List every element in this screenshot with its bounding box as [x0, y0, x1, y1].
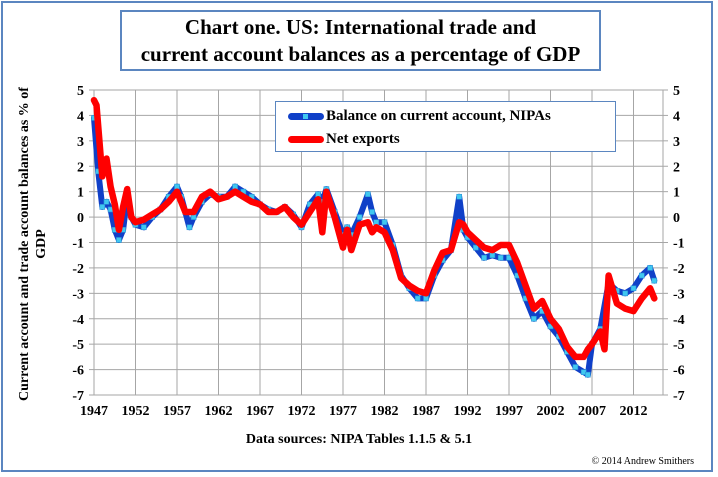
x-tick-label: 1977	[329, 404, 357, 419]
data-point-current-account	[232, 183, 238, 190]
y-tick-label-left: 4	[77, 109, 84, 124]
data-point-current-account	[651, 277, 658, 284]
y-tick-label-left: -3	[72, 287, 84, 302]
legend-swatch-net-exports	[288, 135, 324, 143]
data-point-current-account	[622, 290, 629, 297]
series-markers-current-account	[91, 115, 658, 378]
y-tick-label-right: 4	[673, 109, 680, 124]
series-line-net-exports	[90, 96, 658, 361]
x-tick-label: 1997	[495, 404, 523, 419]
chart-legend: Balance on current account, NIPAs Net ex…	[275, 101, 616, 152]
data-point-current-account	[585, 371, 591, 378]
x-tick-label: 1967	[246, 404, 274, 419]
chart-title: Chart one. US: International trade and c…	[120, 10, 601, 71]
y-axis-label-line-2: GDP	[34, 229, 49, 259]
data-point-current-account	[103, 199, 110, 205]
y-tick-label-right: 1	[673, 186, 680, 201]
y-tick-label-right: -3	[673, 287, 685, 302]
data-point-current-account	[456, 193, 463, 200]
y-tick-label-left: -6	[72, 364, 84, 379]
legend-swatch-current-account	[288, 112, 324, 120]
legend-label-net-exports: Net exports	[326, 130, 400, 147]
data-point-current-account	[315, 191, 321, 198]
data-point-current-account	[381, 219, 388, 225]
data-point-current-account	[116, 237, 122, 243]
x-tick-label: 1992	[454, 404, 482, 419]
x-tick-label: 1947	[80, 404, 108, 419]
x-tick-label: 1962	[205, 404, 233, 419]
x-tick-label: 1982	[371, 404, 399, 419]
y-tick-label-right: -1	[673, 237, 685, 252]
x-tick-label: 1952	[122, 404, 150, 419]
data-point-current-account	[186, 224, 193, 231]
data-point-current-account	[369, 209, 375, 215]
data-point-current-account	[489, 252, 496, 259]
y-tick-label-right: 5	[673, 84, 680, 99]
data-point-current-account	[99, 204, 106, 210]
x-tick-label: 2012	[620, 404, 648, 419]
y-tick-label-right: -2	[673, 262, 685, 277]
y-tick-label-right: -6	[673, 364, 685, 379]
data-point-current-account	[356, 214, 363, 220]
y-tick-label-right: 3	[673, 135, 680, 150]
x-tick-label: 2002	[537, 404, 565, 419]
chart-title-line-1: Chart one. US: International trade and	[184, 15, 537, 39]
y-axis-label-line-1: Current account and trade account balanc…	[17, 87, 32, 401]
y-tick-label-left: -5	[72, 338, 84, 353]
data-point-current-account	[572, 364, 579, 370]
data-point-current-account	[497, 254, 504, 261]
chart-title-line-2: current account balances as a percentage…	[140, 42, 581, 66]
legend-marker-current-account	[303, 113, 308, 119]
y-tick-label-left: -7	[72, 389, 84, 404]
legend-item-net-exports: Net exports	[288, 129, 400, 149]
data-source-note: Data sources: NIPA Tables 1.1.5 & 5.1	[245, 432, 473, 447]
copyright-note: © 2014 Andrew Smithers	[591, 456, 694, 467]
y-tick-label-left: 2	[77, 160, 84, 175]
y-ticks-left: 5 4 3 2 1 0 -1 -2 -3 -4 -5 -6 -7	[72, 84, 84, 404]
y-tick-label-left: 0	[77, 211, 84, 226]
series-layer	[90, 96, 658, 378]
data-point-current-account	[174, 183, 180, 190]
y-axis-label: Current account and trade account balanc…	[17, 87, 49, 401]
data-point-current-account	[141, 224, 147, 231]
data-point-current-account	[531, 315, 537, 322]
x-tick-label: 1972	[288, 404, 316, 419]
data-point-current-account	[373, 219, 380, 225]
legend-item-current-account: Balance on current account, NIPAs	[288, 106, 551, 126]
y-tick-label-right: -4	[673, 313, 685, 328]
x-tick-label: 2007	[578, 404, 606, 419]
y-ticks-right: 5 4 3 2 1 0 -1 -2 -3 -4 -5 -6 -7	[673, 84, 685, 404]
y-tick-label-left: 1	[77, 186, 84, 201]
x-tick-label: 1957	[163, 404, 191, 419]
data-point-current-account	[647, 265, 653, 271]
y-tick-label-right: 2	[673, 160, 680, 175]
legend-label-current-account: Balance on current account, NIPAs	[326, 107, 551, 124]
data-point-current-account	[638, 272, 645, 279]
data-point-current-account	[472, 244, 479, 251]
y-tick-label-right: -5	[673, 338, 685, 353]
data-point-current-account	[414, 295, 421, 302]
y-tick-label-left: -1	[72, 237, 84, 252]
x-ticks: 1947 1952 1957 1962 1967 1972 1977 1982 1987 1992…	[80, 404, 648, 419]
data-point-current-account	[190, 214, 197, 220]
y-tick-label-left: 5	[77, 84, 84, 99]
y-tick-label-left: 3	[77, 135, 84, 150]
data-point-current-account	[630, 285, 637, 292]
y-tick-label-left: -4	[72, 313, 84, 328]
y-tick-label-right: -7	[673, 389, 685, 404]
series-line-current-account	[91, 115, 658, 378]
y-tick-label-right: 0	[673, 211, 680, 226]
data-point-current-account	[423, 295, 429, 302]
data-point-current-account	[481, 254, 487, 261]
x-tick-label: 1987	[412, 404, 440, 419]
data-point-current-account	[365, 191, 371, 198]
y-tick-label-left: -2	[72, 262, 84, 277]
